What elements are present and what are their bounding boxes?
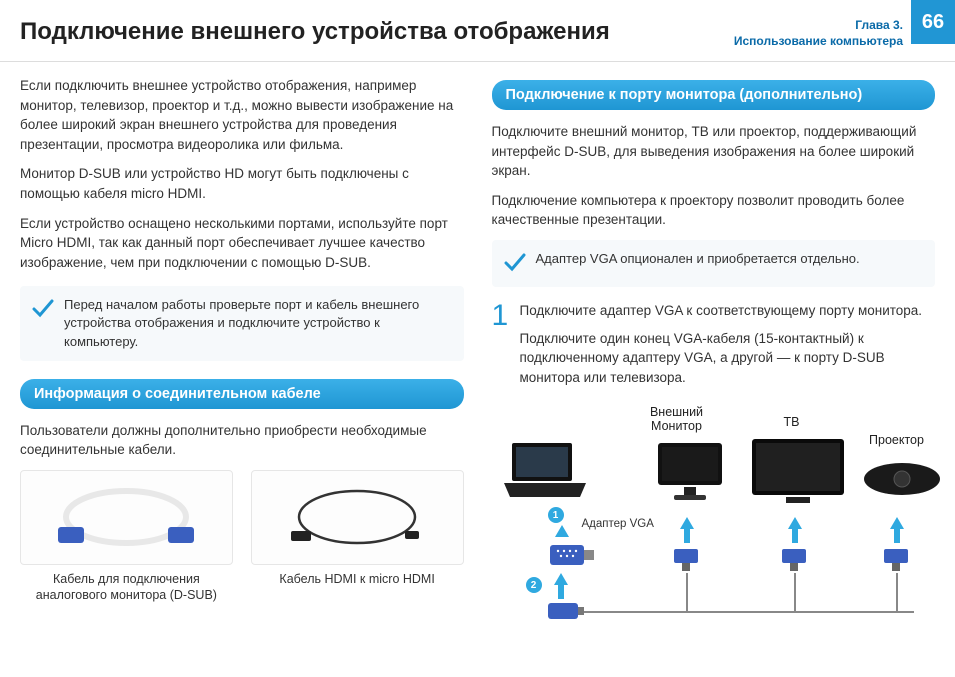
tv-icon [750,437,846,510]
dsub-plug-icon [546,601,584,628]
right-p1: Подключите внешний монитор, ТВ или проек… [492,122,936,181]
arrow-stem [894,529,900,543]
page-number: 66 [911,0,955,44]
cable-line [584,611,914,613]
note-text-left: Перед началом работы проверьте порт и ка… [64,296,452,351]
hdmi-cable-image [251,470,464,565]
page-title: Подключение внешнего устройства отображе… [20,18,734,46]
label-tv: ТВ [772,415,812,429]
dsub-cable-label: Кабель для подключения аналогового монит… [20,571,233,604]
cable-cell-hdmi: Кабель HDMI к micro HDMI [251,470,464,604]
step-body: Подключите адаптер VGA к соответствующем… [520,301,936,395]
projector-icon [862,455,942,502]
connection-diagram: Внешний Монитор ТВ Проектор [492,405,936,645]
intro-p3: Если устройство оснащено несколькими пор… [20,214,464,273]
arrow-icon [554,573,568,585]
cable-row: Кабель для подключения аналогового монит… [20,470,464,604]
note-box-right: Адаптер VGA опционален и приобретается о… [492,240,936,287]
vga-plug-icon [880,547,912,576]
dsub-cable-image [20,470,233,565]
right-column: Подключение к порту монитора (дополнител… [492,76,936,645]
left-column: Если подключить внешнее устройство отобр… [20,76,464,645]
chapter-label: Глава 3. Использование компьютера [734,18,911,49]
step-1: 1 Подключите адаптер VGA к соответствующ… [492,301,936,395]
cable-line [896,573,898,613]
vga-adapter-icon [548,541,596,572]
arrow-icon [788,517,802,529]
vga-plug-icon [778,547,810,576]
arrow-stem [558,585,564,599]
laptop-icon [500,441,590,504]
step-p2: Подключите один конец VGA-кабеля (15-кон… [520,329,936,388]
section-header-cable: Информация о соединительном кабеле [20,379,464,409]
cable-line [686,573,688,613]
note-text-right: Адаптер VGA опционален и приобретается о… [536,250,860,268]
check-icon [504,252,528,277]
section-header-monitor: Подключение к порту монитора (дополнител… [492,80,936,110]
label-vga-adapter: Адаптер VGA [582,518,654,532]
arrow-icon [890,517,904,529]
chapter-line2: Использование компьютера [734,34,903,50]
badge-1: 1 [548,507,564,523]
label-projector: Проектор [862,433,932,447]
cable-line [794,573,796,613]
intro-p1: Если подключить внешнее устройство отобр… [20,76,464,154]
check-icon [32,298,56,323]
step-number: 1 [492,301,520,395]
note-box-left: Перед началом работы проверьте порт и ка… [20,286,464,361]
hdmi-cable-label: Кабель HDMI к micro HDMI [251,571,464,587]
badge-2: 2 [526,577,542,593]
vga-plug-icon [670,547,702,576]
arrow-stem [792,529,798,543]
arrow-stem [684,529,690,543]
cable-cell-dsub: Кабель для подключения аналогового монит… [20,470,233,604]
right-p2: Подключение компьютера к проектору позво… [492,191,936,230]
step-p1: Подключите адаптер VGA к соответствующем… [520,301,936,321]
chapter-line1: Глава 3. [734,18,903,34]
page-header: Подключение внешнего устройства отображе… [0,0,955,62]
arrow-icon [555,525,569,537]
label-ext-monitor: Внешний Монитор [642,405,712,433]
monitor-icon [654,441,726,506]
cable-intro: Пользователи должны дополнительно приобр… [20,421,464,460]
arrow-icon [680,517,694,529]
intro-p2: Монитор D-SUB или устройство HD могут бы… [20,164,464,203]
